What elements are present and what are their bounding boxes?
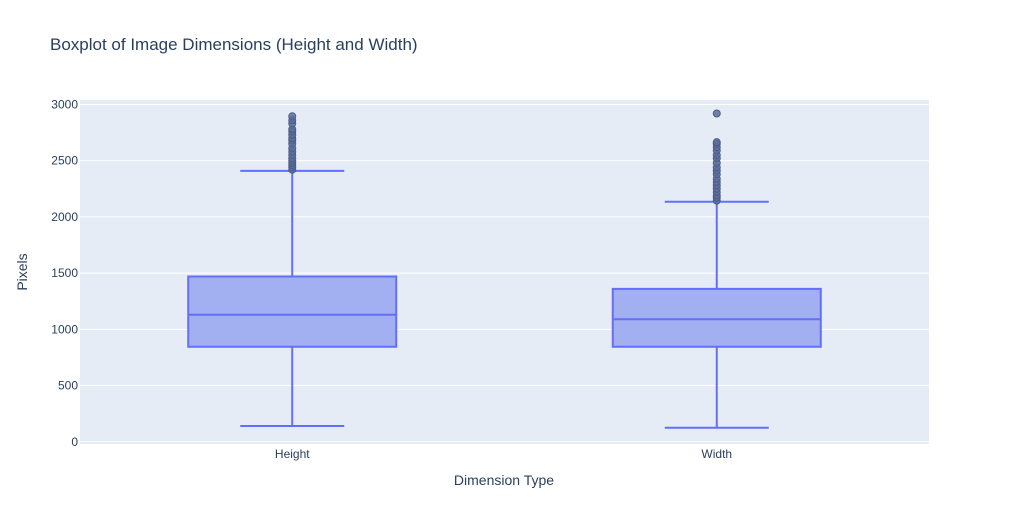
box-iqr bbox=[187, 275, 398, 348]
y-tick-label: 500 bbox=[58, 379, 78, 393]
y-axis-ticks: 0 500 1000 1500 2000 2500 3000 bbox=[51, 97, 78, 448]
x-tick-label: Width bbox=[701, 447, 732, 461]
y-tick-label: 1000 bbox=[51, 322, 78, 336]
x-axis-title: Dimension Type bbox=[454, 472, 554, 488]
x-tick-label: Height bbox=[275, 447, 310, 461]
y-tick-label: 0 bbox=[71, 435, 78, 449]
outlier-point bbox=[712, 138, 721, 147]
box-iqr bbox=[611, 287, 822, 348]
chart-title: Boxplot of Image Dimensions (Height and … bbox=[50, 35, 418, 54]
x-axis-ticks: Height Width bbox=[275, 447, 732, 461]
outlier-point bbox=[288, 112, 297, 121]
outlier-point bbox=[712, 109, 721, 118]
plot-area bbox=[80, 100, 929, 444]
box-height bbox=[187, 112, 398, 428]
y-tick-label: 3000 bbox=[51, 97, 78, 111]
y-tick-label: 1500 bbox=[51, 266, 78, 280]
y-axis-title: Pixels bbox=[14, 253, 30, 290]
box-width bbox=[611, 109, 822, 429]
y-tick-label: 2000 bbox=[51, 210, 78, 224]
y-tick-label: 2500 bbox=[51, 154, 78, 168]
boxes bbox=[187, 109, 822, 429]
